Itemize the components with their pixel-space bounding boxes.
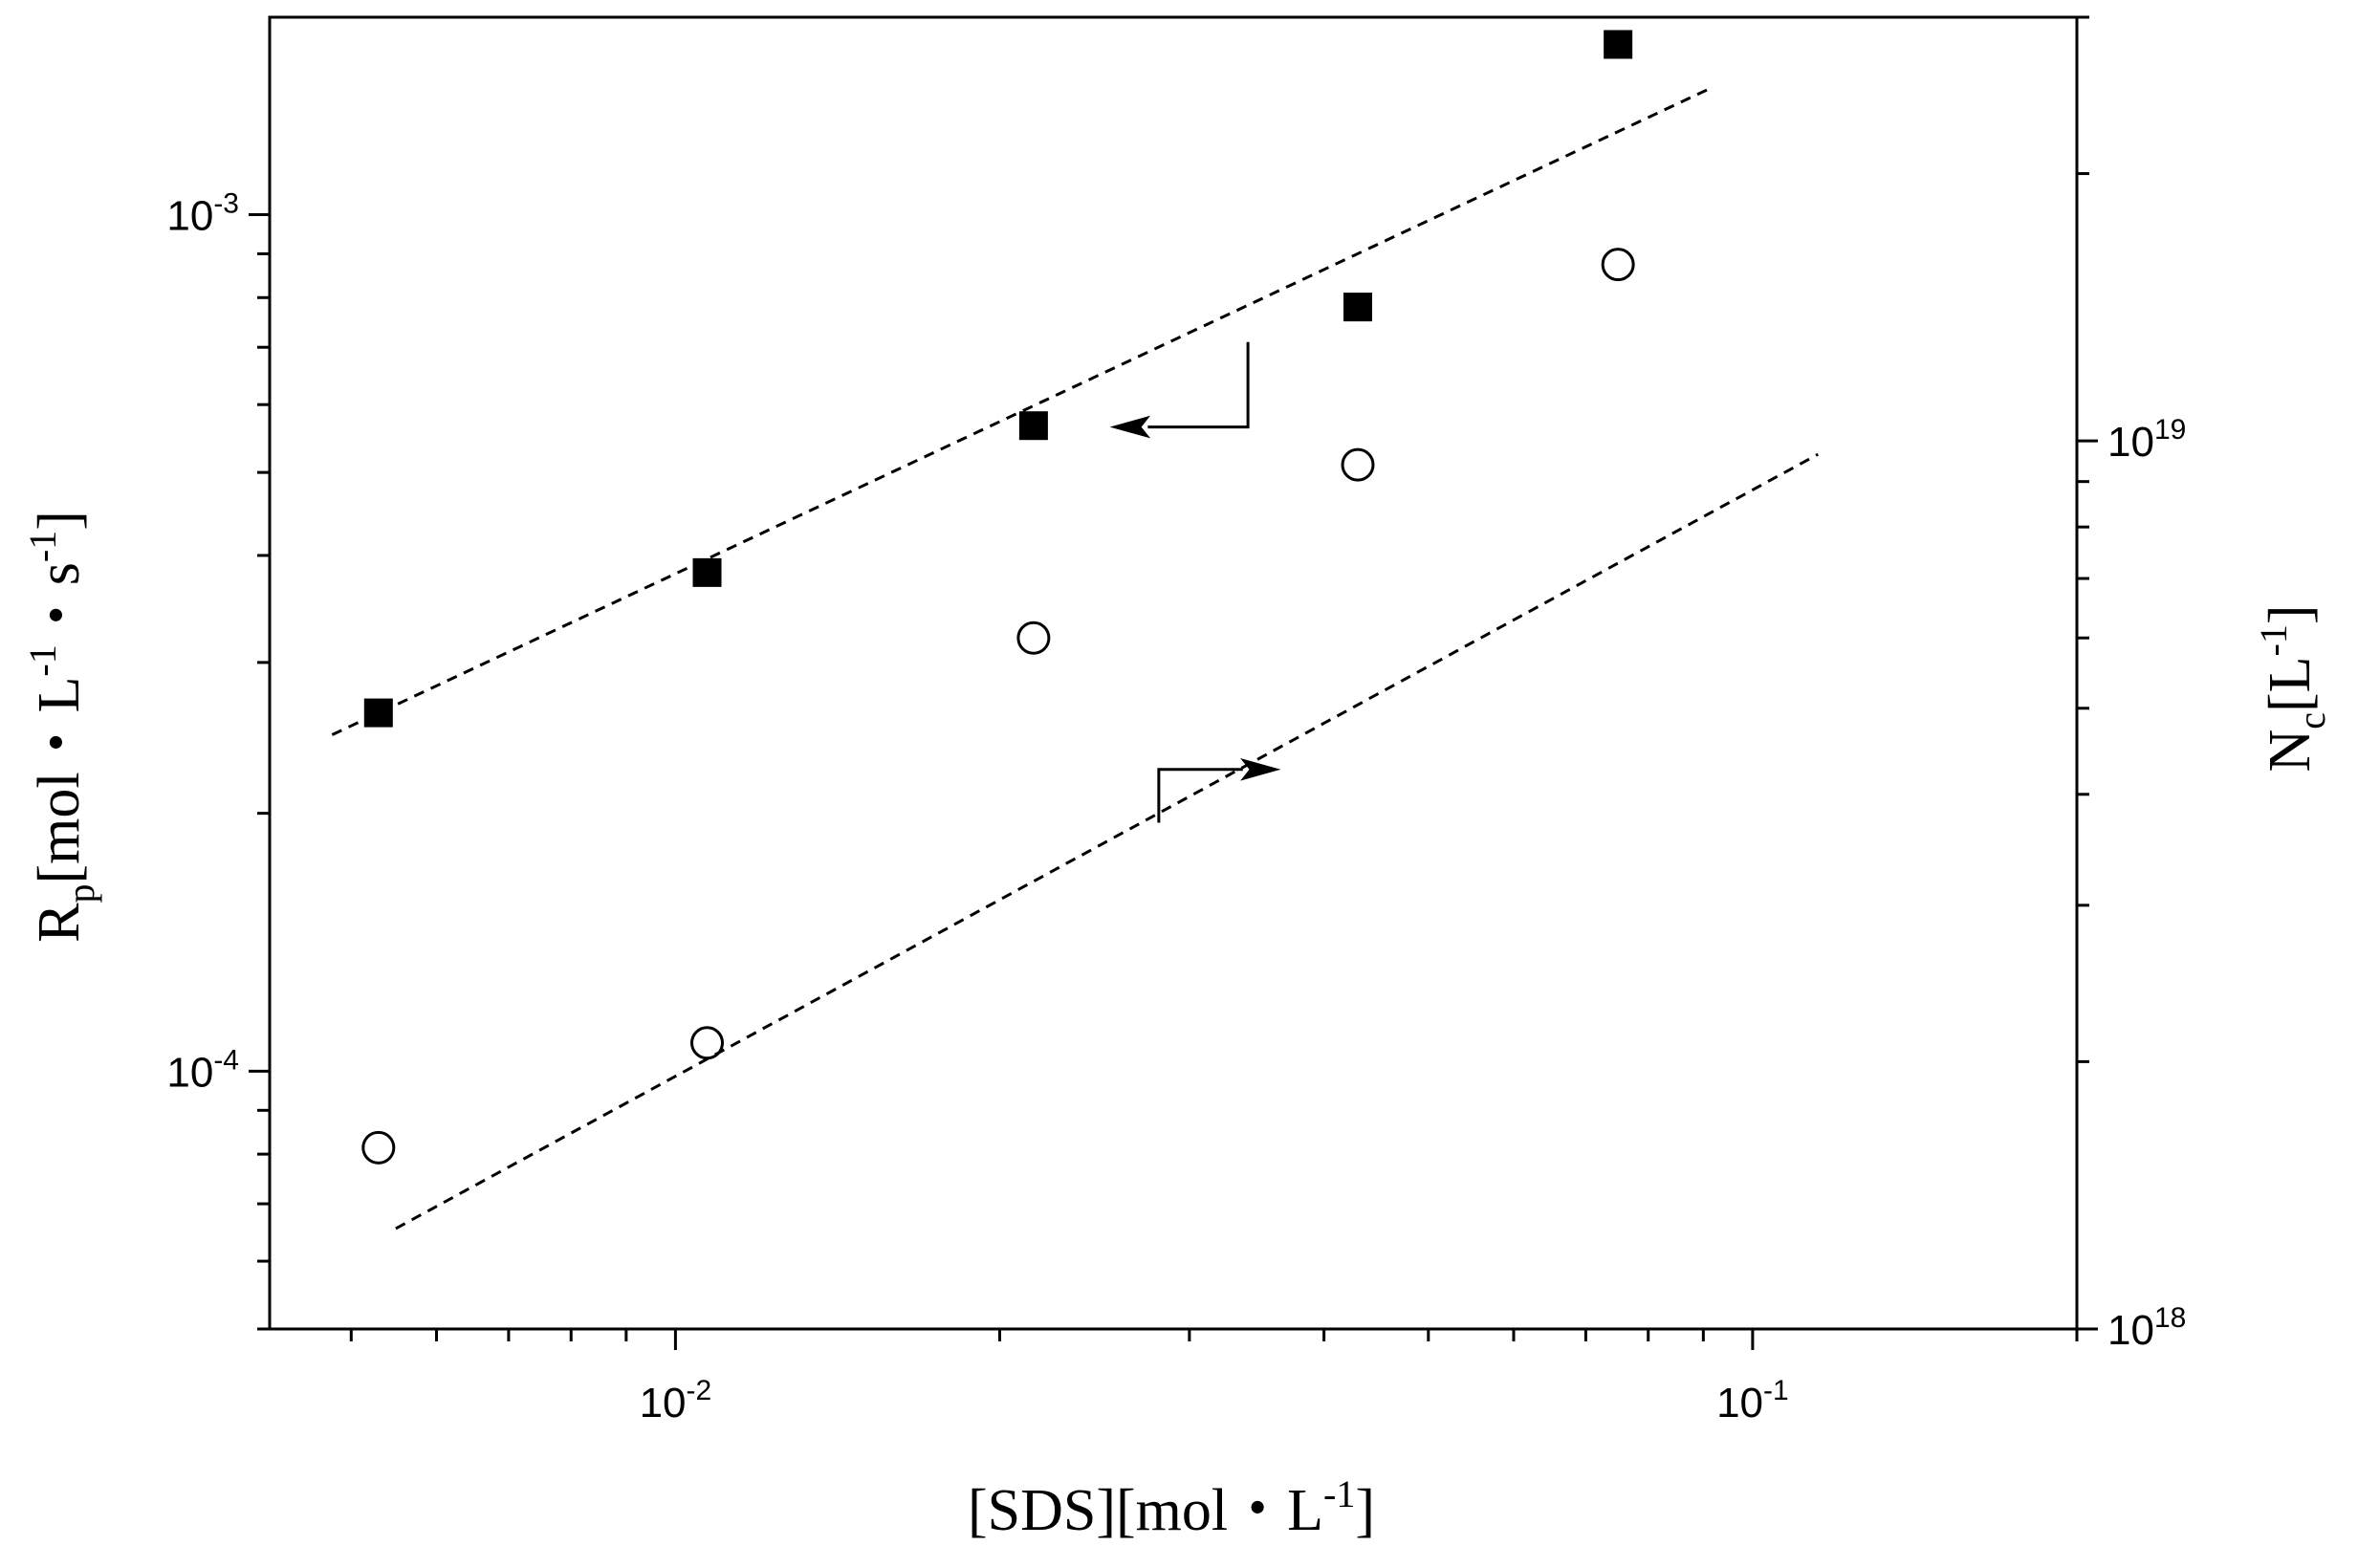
nc-point	[361, 1130, 396, 1165]
y-left-axis-title: Rp[mol・L-1・s-1]	[21, 511, 102, 943]
x-tick-label: 10-1	[1716, 1375, 1789, 1426]
x-tick-label: 10-2	[640, 1375, 712, 1426]
arrow-left-axis-head	[1109, 415, 1151, 439]
rp-fit-line	[331, 85, 1714, 736]
rp-point	[1604, 30, 1633, 59]
nc-point	[1601, 248, 1635, 282]
y-left-minor-ticks	[249, 212, 270, 1331]
y-right-axis-title: Nc[L-1]	[2252, 604, 2333, 772]
annotation-arrows	[1109, 341, 1281, 823]
y-right-minor-ticks	[2077, 15, 2098, 1331]
rp-point	[363, 698, 393, 728]
y-right-tick-labels: 1018 1019	[2107, 414, 2186, 1354]
nc-point	[690, 1026, 725, 1060]
fit-lines	[331, 85, 1819, 1230]
x-axis-title: [SDS][mol・L-1]	[968, 1472, 1375, 1543]
y-left-tick-label: 10-4	[166, 1044, 239, 1096]
arrow-right-axis-line	[1157, 768, 1243, 823]
arrow-left-axis-line	[1147, 341, 1250, 429]
nc-point	[1341, 447, 1375, 482]
arrow-right-axis-head	[1240, 758, 1281, 781]
x-minor-ticks	[349, 1329, 2079, 1350]
y-left-tick-labels: 10-4 10-3	[166, 187, 239, 1096]
rp-point	[1343, 293, 1372, 322]
nc-fit-line	[395, 452, 1819, 1230]
rp-point	[1018, 411, 1048, 441]
plot-frame	[268, 15, 2079, 1331]
y-right-tick-label: 1019	[2107, 414, 2186, 466]
rp-point	[692, 557, 722, 587]
y-right-tick-label: 1018	[2107, 1302, 2186, 1354]
y-left-tick-label: 10-3	[166, 187, 239, 239]
data-markers	[361, 30, 1635, 1165]
x-tick-labels: 10-2 10-1	[640, 1375, 1789, 1426]
nc-point	[1016, 621, 1051, 655]
